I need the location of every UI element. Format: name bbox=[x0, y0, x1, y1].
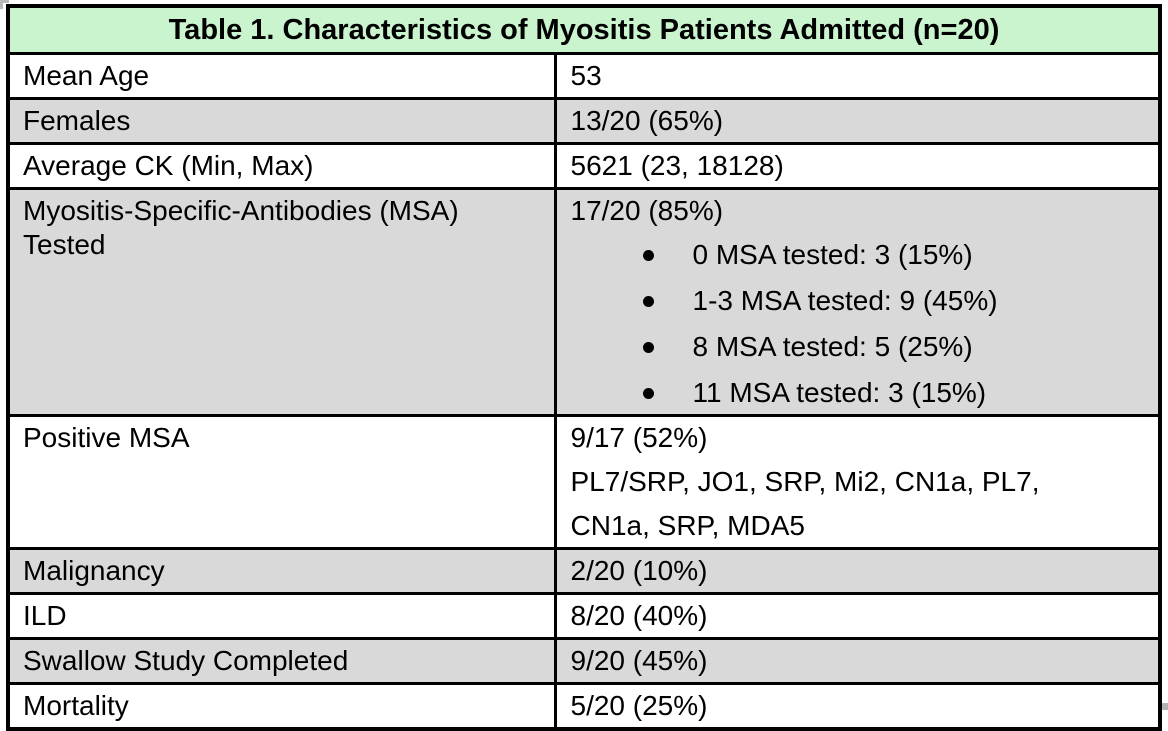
row-value: 17/20 (85%) 0 MSA tested: 3 (15%) 1-3 MSA … bbox=[553, 187, 1162, 417]
row-label: Myositis-Specific-Antibodies (MSA) Teste… bbox=[6, 187, 557, 417]
table-row: Positive MSA 9/17 (52%) PL7/SRP, JO1, SRP… bbox=[6, 414, 1162, 550]
table-resize-handle[interactable] bbox=[1161, 703, 1168, 710]
row-label: Swallow Study Completed bbox=[6, 637, 557, 685]
value-line: 13/20 (65%) bbox=[570, 105, 724, 136]
value-line: 9/20 (45%) bbox=[570, 645, 708, 676]
table-row: Females 13/20 (65%) bbox=[6, 97, 1162, 145]
table-row: Swallow Study Completed 9/20 (45%) bbox=[6, 637, 1162, 685]
row-value: 5/20 (25%) bbox=[553, 682, 1162, 731]
row-label: Mortality bbox=[6, 682, 557, 731]
value-line: 9/17 (52%) bbox=[570, 422, 708, 453]
bullet-item: 1-3 MSA tested: 9 (45%) bbox=[571, 284, 1149, 318]
row-label: Malignancy bbox=[6, 547, 557, 595]
bullet-item: 0 MSA tested: 3 (15%) bbox=[571, 238, 1149, 272]
table-row: Mean Age 53 bbox=[6, 52, 1162, 100]
value-line: 8/20 (40%) bbox=[570, 600, 708, 631]
table-title: Table 1. Characteristics of Myositis Pat… bbox=[6, 4, 1162, 55]
row-value: 2/20 (10%) bbox=[553, 547, 1162, 595]
table-row: Myositis-Specific-Antibodies (MSA) Teste… bbox=[6, 187, 1162, 417]
table-row: Average CK (Min, Max) 5621 (23, 18128) bbox=[6, 142, 1162, 190]
value-line: 5/20 (25%) bbox=[570, 690, 708, 721]
bullet-item: 11 MSA tested: 3 (15%) bbox=[571, 376, 1149, 410]
table-row: ILD 8/20 (40%) bbox=[6, 592, 1162, 640]
row-value: 13/20 (65%) bbox=[553, 97, 1162, 145]
value-line: PL7/SRP, JO1, SRP, Mi2, CN1a, PL7, bbox=[570, 466, 1040, 497]
row-value: 9/17 (52%) PL7/SRP, JO1, SRP, Mi2, CN1a, … bbox=[553, 414, 1162, 550]
row-value: 5621 (23, 18128) bbox=[553, 142, 1162, 190]
value-line: 5621 (23, 18128) bbox=[570, 150, 784, 181]
row-label: Average CK (Min, Max) bbox=[6, 142, 557, 190]
row-label: Females bbox=[6, 97, 557, 145]
bullet-list: 0 MSA tested: 3 (15%) 1-3 MSA tested: 9 (… bbox=[571, 238, 1149, 410]
row-value: 8/20 (40%) bbox=[553, 592, 1162, 640]
characteristics-table: Table 1. Characteristics of Myositis Pat… bbox=[6, 4, 1162, 731]
row-label: ILD bbox=[6, 592, 557, 640]
value-line: 2/20 (10%) bbox=[570, 555, 708, 586]
row-value: 53 bbox=[553, 52, 1162, 100]
bullet-item: 8 MSA tested: 5 (25%) bbox=[571, 330, 1149, 364]
table-row: Malignancy 2/20 (10%) bbox=[6, 547, 1162, 595]
table-header-row: Table 1. Characteristics of Myositis Pat… bbox=[6, 4, 1162, 55]
row-value: 9/20 (45%) bbox=[553, 637, 1162, 685]
table-row: Mortality 5/20 (25%) bbox=[6, 682, 1162, 731]
value-line: 17/20 (85%) bbox=[570, 195, 724, 226]
table-body: Mean Age 53 Females 13/20 (65%) Average … bbox=[6, 52, 1162, 731]
value-line: CN1a, SRP, MDA5 bbox=[570, 510, 805, 541]
table-move-handle[interactable] bbox=[0, 0, 9, 9]
row-label: Positive MSA bbox=[6, 414, 557, 550]
row-label: Mean Age bbox=[6, 52, 557, 100]
value-line: 53 bbox=[570, 60, 602, 91]
